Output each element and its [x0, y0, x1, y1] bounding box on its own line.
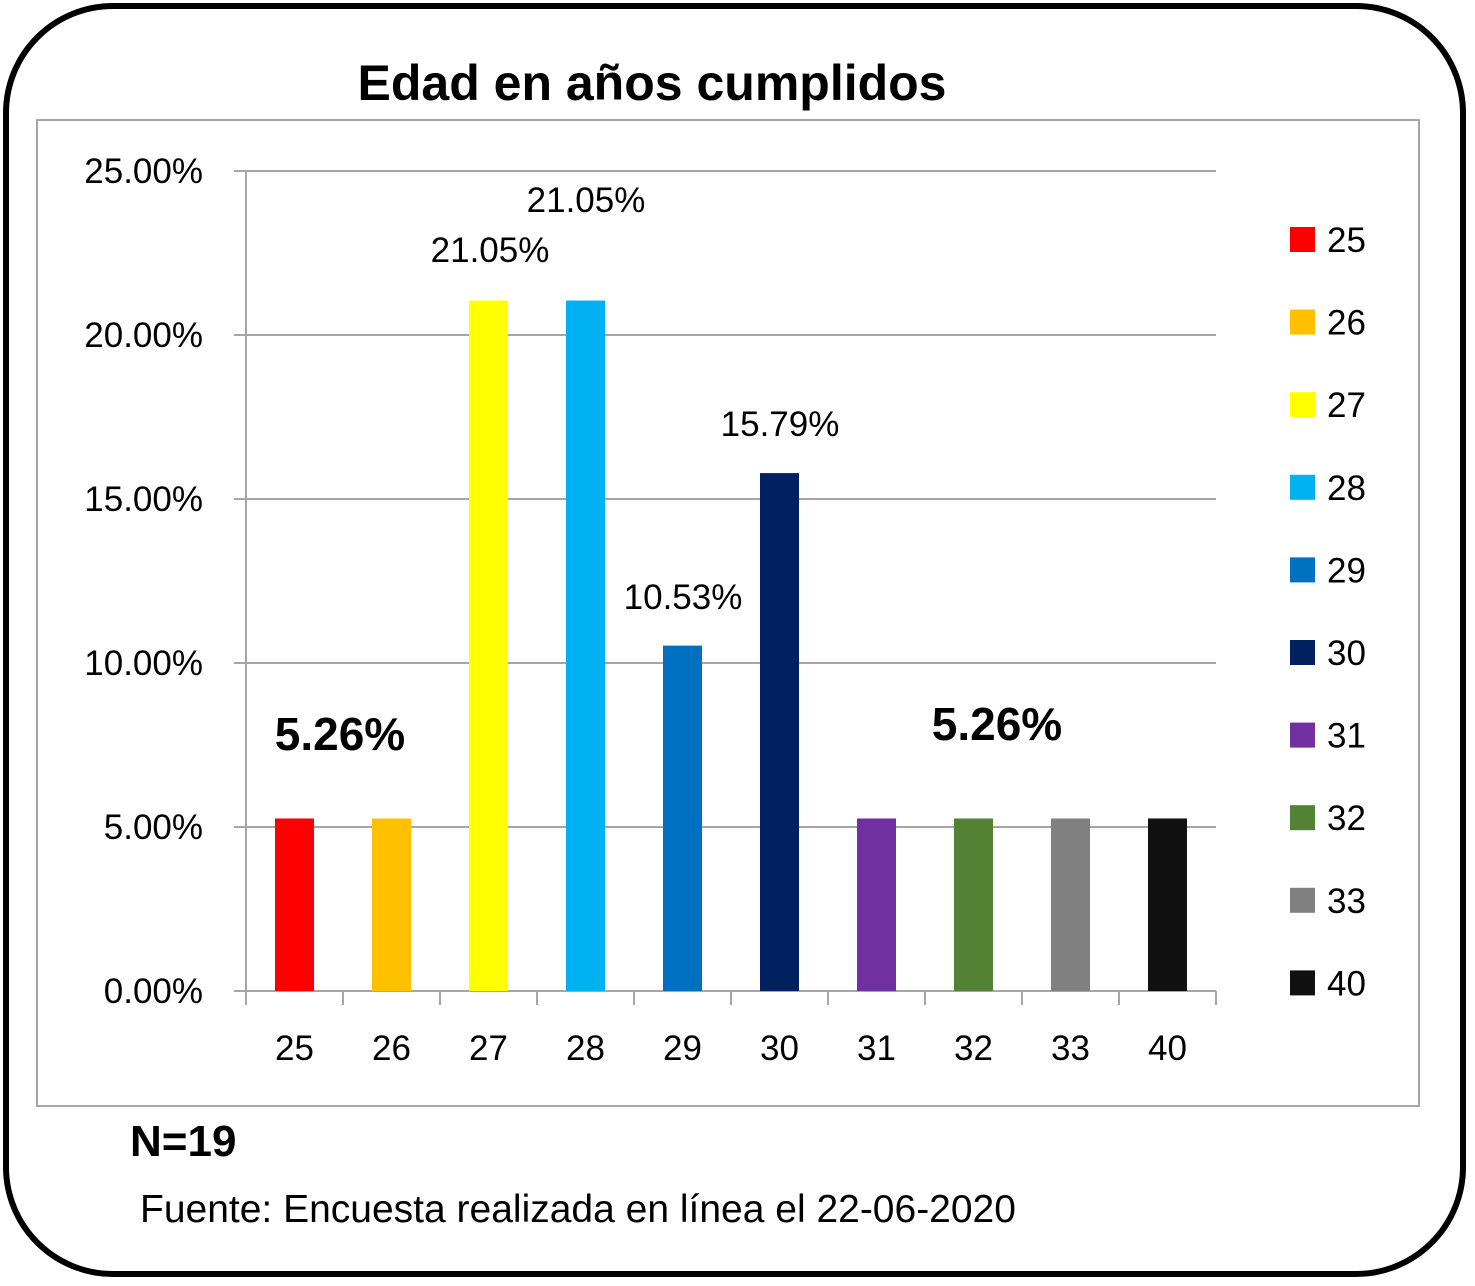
annotation-label: 5.26%: [275, 708, 405, 760]
bar-30: [760, 473, 799, 991]
chart-title: Edad en años cumplidos: [358, 55, 947, 111]
y-tick-label: 10.00%: [84, 644, 203, 683]
bar-28: [566, 300, 605, 991]
legend-swatch: [1290, 474, 1315, 500]
legend-swatch: [1290, 309, 1315, 335]
sample-size: N=19: [130, 1117, 236, 1166]
legend-swatch: [1290, 970, 1315, 996]
legend-label: 33: [1327, 882, 1366, 921]
data-label-28: 21.05%: [527, 181, 646, 220]
bar-27: [469, 300, 508, 991]
chart-area-border: [36, 119, 1420, 1107]
y-tick-label: 20.00%: [84, 316, 203, 355]
legend-swatch: [1290, 227, 1315, 252]
legend-label: 25: [1327, 221, 1366, 260]
x-tick-label: 31: [857, 1029, 896, 1068]
annotation-label: 5.26%: [932, 698, 1062, 750]
x-tick-label: 29: [663, 1029, 702, 1068]
legend-label: 27: [1327, 386, 1366, 425]
y-tick-label: 15.00%: [84, 480, 203, 519]
legend-label: 40: [1327, 964, 1366, 1003]
x-tick-label: 40: [1148, 1029, 1187, 1068]
legend-label: 31: [1327, 717, 1366, 756]
legend-label: 26: [1327, 304, 1366, 343]
y-tick-label: 25.00%: [84, 152, 203, 191]
legend-label: 29: [1327, 551, 1366, 590]
legend-swatch: [1290, 887, 1315, 913]
chart-frame: [3, 3, 1466, 1277]
y-tick-label: 5.00%: [104, 808, 203, 847]
data-label-27: 21.05%: [431, 231, 550, 270]
bar-29: [663, 645, 702, 991]
legend-swatch: [1290, 392, 1315, 418]
x-tick-label: 30: [760, 1029, 799, 1068]
bar-40: [1148, 818, 1187, 991]
x-tick-label: 32: [954, 1029, 993, 1068]
data-label-30: 15.79%: [721, 405, 840, 444]
x-tick-label: 26: [372, 1029, 411, 1068]
x-tick-label: 28: [566, 1029, 605, 1068]
x-tick-label: 33: [1051, 1029, 1090, 1068]
x-tick-label: 27: [469, 1029, 508, 1068]
x-tick-label: 25: [275, 1029, 314, 1068]
legend-swatch: [1290, 722, 1315, 748]
source-note: Fuente: Encuesta realizada en línea el 2…: [140, 1188, 1016, 1231]
legend-label: 32: [1327, 799, 1366, 838]
legend-swatch: [1290, 805, 1315, 831]
legend-label: 28: [1327, 469, 1366, 508]
legend-label: 30: [1327, 634, 1366, 673]
bar-31: [857, 818, 896, 991]
legend-swatch: [1290, 640, 1315, 665]
legend-swatch: [1290, 557, 1315, 583]
y-tick-label: 0.00%: [104, 972, 203, 1011]
bar-25: [275, 818, 314, 991]
bar-33: [1051, 818, 1090, 991]
bar-32: [954, 818, 993, 991]
data-label-29: 10.53%: [624, 578, 743, 617]
bar-26: [372, 818, 411, 991]
